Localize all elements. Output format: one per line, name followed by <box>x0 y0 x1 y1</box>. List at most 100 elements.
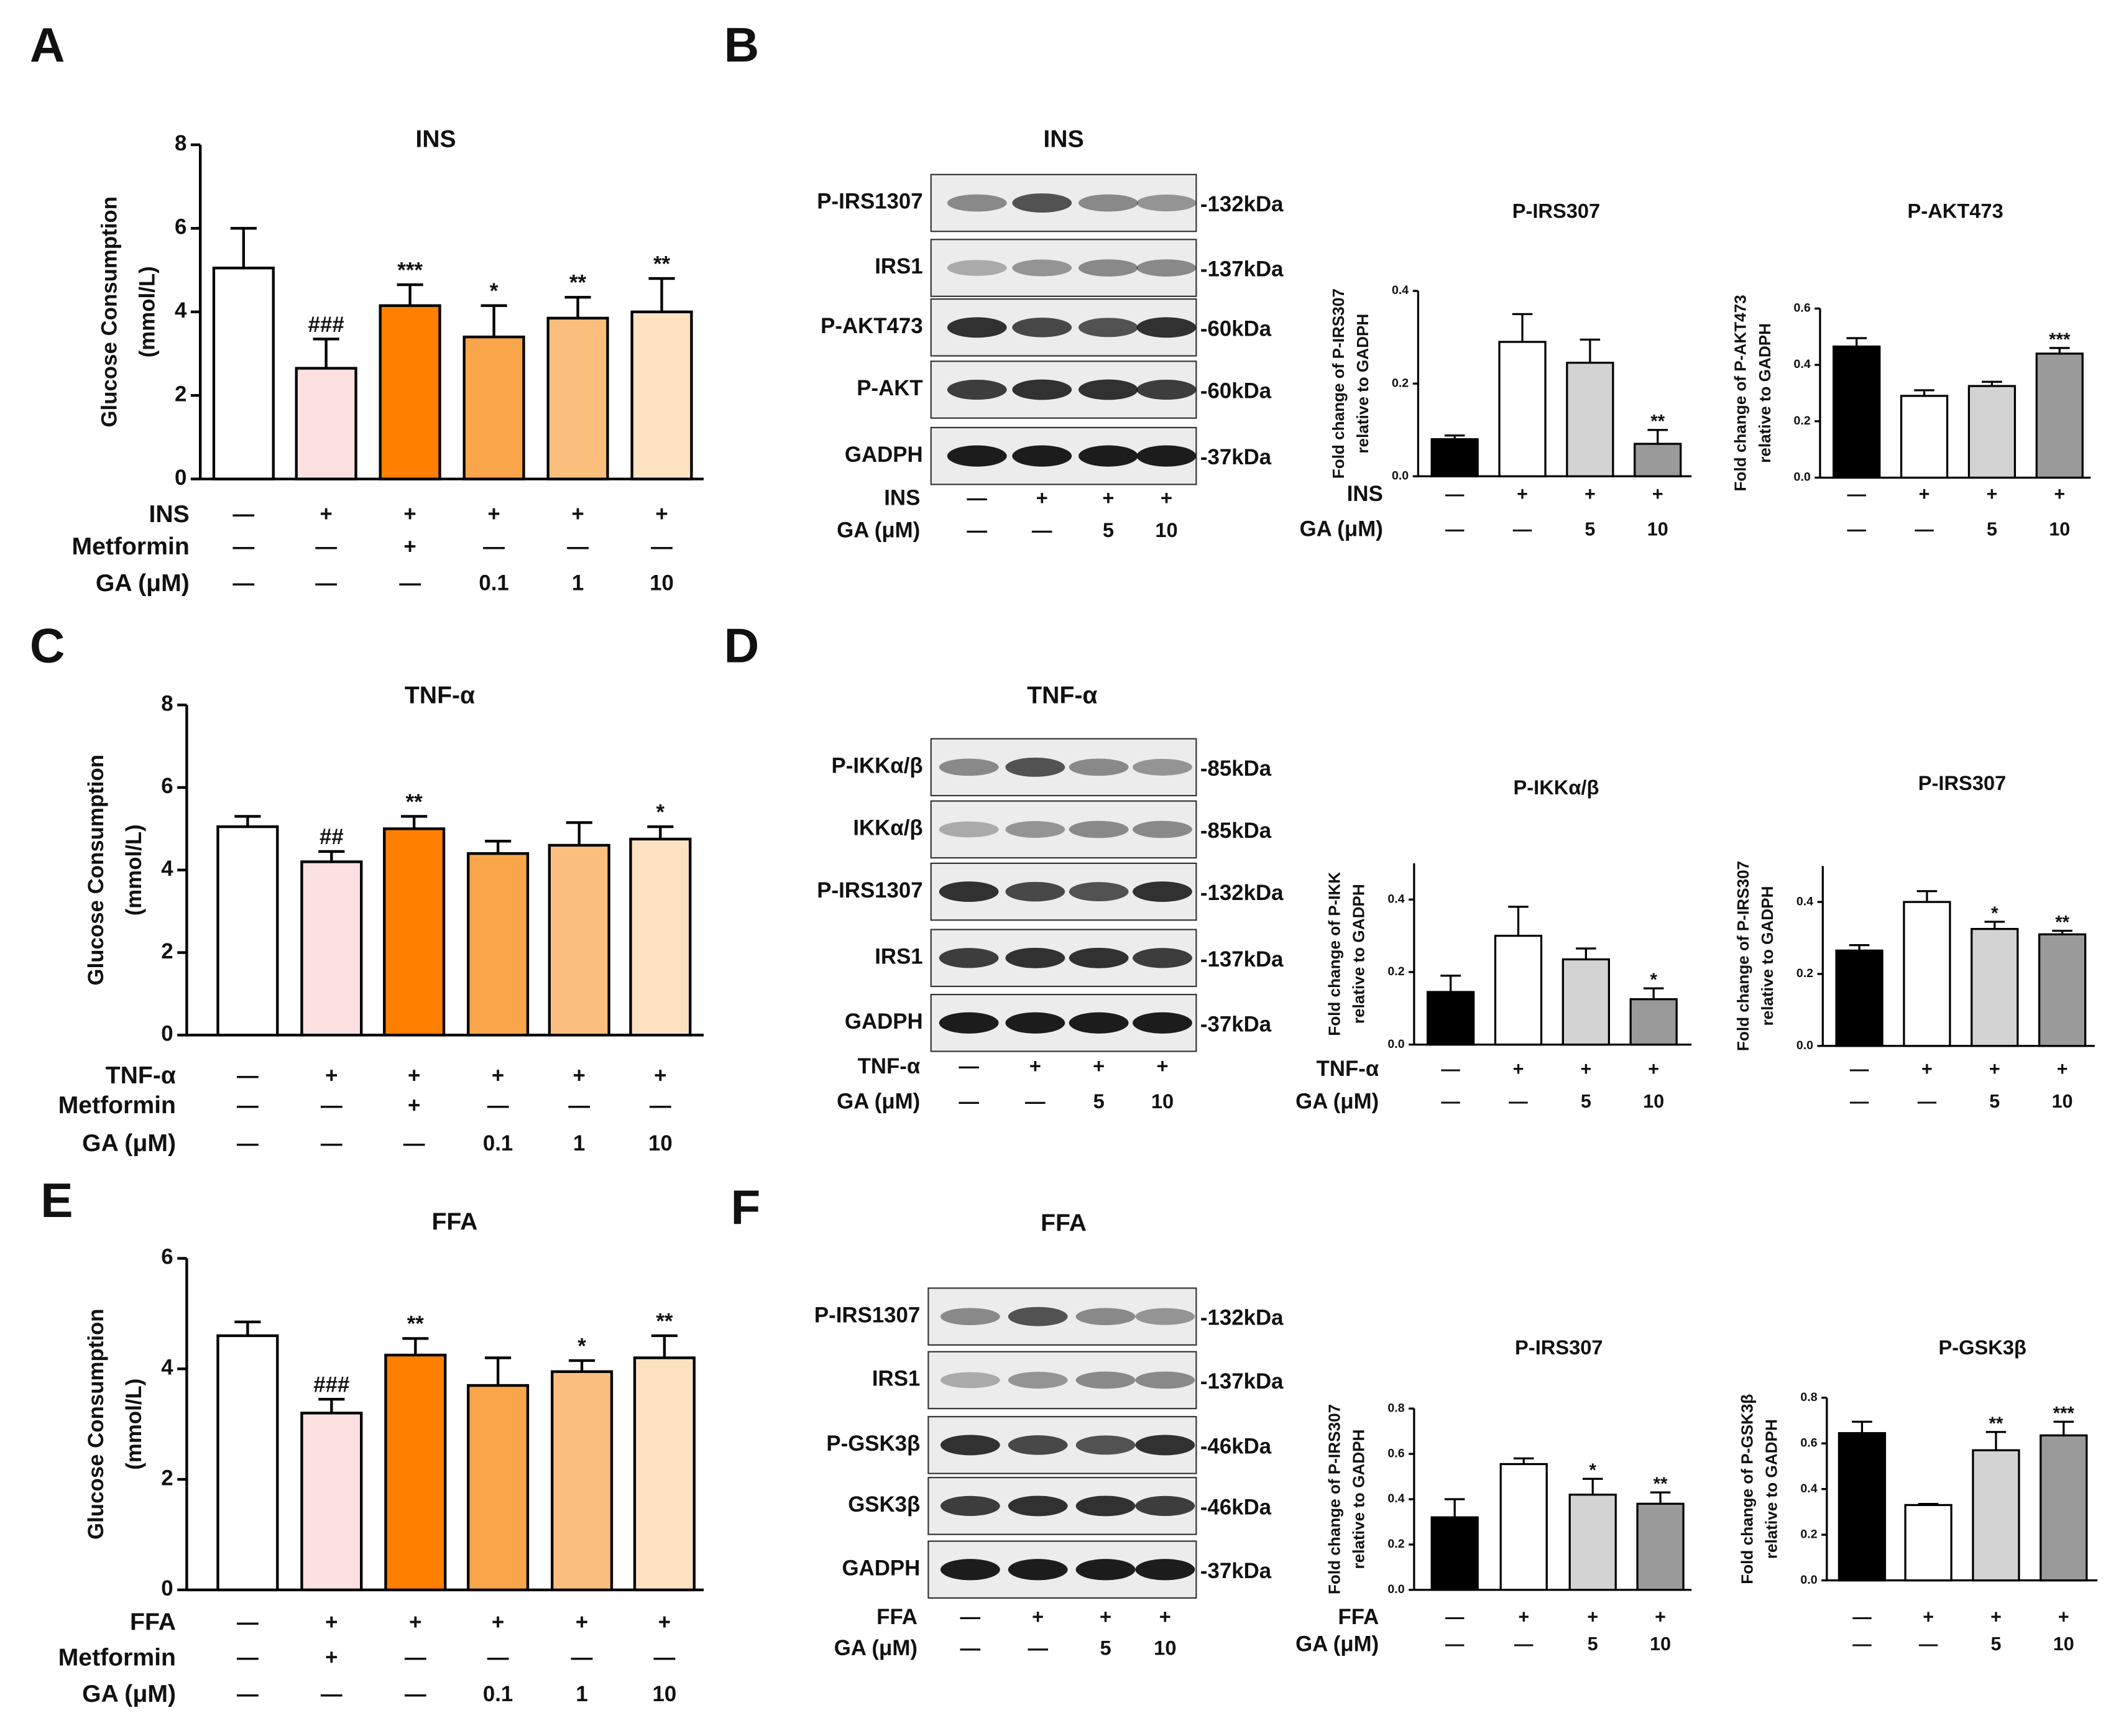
condition-value: — <box>567 535 589 559</box>
significance-label: *** <box>2053 1403 2075 1423</box>
bar <box>551 1370 614 1592</box>
blot-band <box>1005 881 1065 902</box>
y-tick-label: 6 <box>175 215 186 239</box>
blot-row-label: P-AKT <box>857 376 922 400</box>
blot-size-label: -132kDa <box>1200 1306 1284 1330</box>
blot-band <box>1135 1559 1195 1581</box>
blot-band <box>1008 1495 1068 1517</box>
condition-value: 10 <box>650 571 674 595</box>
blot-band <box>1133 820 1192 838</box>
condition-label: TNF-α <box>1317 1057 1379 1081</box>
y-axis-label: Glucose Consumption <box>84 755 108 986</box>
condition-label: INS <box>1347 482 1383 506</box>
blot-band <box>1078 259 1138 277</box>
panel-letter: D <box>724 618 760 673</box>
condition-value: + <box>1587 1607 1598 1628</box>
condition-value: + <box>409 1610 421 1635</box>
condition-value: + <box>1032 1605 1044 1628</box>
bar <box>1967 385 2017 479</box>
condition-label: Metformin <box>58 1644 176 1671</box>
blot-band <box>1069 820 1129 838</box>
condition-value: — <box>1852 1607 1872 1628</box>
condition-label: Metformin <box>71 533 189 560</box>
condition-value: + <box>1102 486 1114 509</box>
bar <box>467 1384 530 1592</box>
significance-label: * <box>577 1334 586 1358</box>
condition-value: — <box>959 1054 979 1077</box>
y-tick-label: 6 <box>161 1245 173 1269</box>
bar <box>629 837 692 1037</box>
condition-value: + <box>1584 484 1596 505</box>
blot-title: INS <box>1043 126 1083 153</box>
blot-row-label: IRS1 <box>875 944 922 968</box>
blot-band <box>1135 1308 1195 1325</box>
blot-row-label: P-AKT473 <box>821 314 923 338</box>
blot-row-label: P-IRS1307 <box>817 878 922 902</box>
condition-value: + <box>1989 1059 2000 1080</box>
blot-size-label: -132kDa <box>1200 881 1284 905</box>
bar <box>1971 927 2019 1047</box>
condition-value: — <box>651 535 673 559</box>
condition-value: + <box>1648 1059 1659 1080</box>
blot-band <box>940 1308 1000 1325</box>
condition-value: 5 <box>1588 1633 1598 1655</box>
blot-band <box>947 260 1007 276</box>
condition-value: + <box>1156 1054 1168 1077</box>
bar <box>1900 395 1949 479</box>
chart-title: P-IKKα/β <box>1514 776 1599 799</box>
significance-label: * <box>1650 970 1657 990</box>
condition-value: — <box>967 518 987 541</box>
y-axis-label: Fold change of P-GSK3β <box>1737 1394 1756 1584</box>
condition-value: — <box>237 1645 259 1669</box>
blot-band <box>1135 1495 1195 1517</box>
blot-size-label: -60kDa <box>1200 316 1272 341</box>
condition-value: — <box>237 1093 259 1118</box>
y-tick-label: 0.2 <box>1387 1537 1404 1551</box>
condition-label: Metformin <box>58 1092 176 1119</box>
condition-value: + <box>1513 1059 1524 1080</box>
bar <box>216 1334 279 1592</box>
condition-label: GA (μM) <box>96 570 190 597</box>
blot-row-label: GADPH <box>845 443 923 467</box>
significance-label: * <box>1991 903 1998 924</box>
condition-label: GA (μM) <box>837 1089 920 1113</box>
condition-value: — <box>1032 518 1052 541</box>
blot-band <box>1069 947 1129 968</box>
y-tick-label: 0.2 <box>1800 1527 1817 1541</box>
condition-label: INS <box>884 485 920 510</box>
condition-value: — <box>403 1131 425 1155</box>
condition-value: — <box>399 571 421 595</box>
y-tick-label: 6 <box>161 774 173 798</box>
chart-title: TNF-α <box>405 682 475 709</box>
y-axis-label: Fold change of P-IRS307 <box>1734 861 1752 1051</box>
condition-value: — <box>1445 484 1465 505</box>
condition-value: — <box>1445 1633 1465 1655</box>
condition-value: — <box>1847 518 1867 540</box>
y-axis-label: Fold change of P-IKK <box>1325 872 1344 1036</box>
blot-band <box>940 1559 1000 1581</box>
condition-value: 10 <box>1151 1090 1174 1113</box>
condition-value: — <box>1918 1091 1937 1112</box>
condition-value: — <box>237 1131 259 1155</box>
condition-value: — <box>959 1090 979 1113</box>
y-tick-label: 0.6 <box>1800 1436 1817 1449</box>
condition-value: — <box>405 1645 426 1669</box>
y-axis-label: relative to GADPH <box>1755 323 1774 463</box>
y-tick-label: 0.8 <box>1387 1401 1404 1415</box>
y-tick-label: 0.8 <box>1800 1390 1817 1404</box>
condition-label: GA (μM) <box>837 518 920 543</box>
y-tick-label: 0.2 <box>1387 965 1404 978</box>
condition-value: — <box>1847 484 1867 505</box>
condition-value: — <box>1025 1090 1046 1113</box>
condition-value: + <box>1161 486 1172 509</box>
condition-value: — <box>1513 518 1532 540</box>
chart-title: INS <box>415 126 456 153</box>
y-tick-label: 0.4 <box>1800 1482 1817 1495</box>
condition-value: 5 <box>1989 1091 2000 1112</box>
bar <box>630 310 693 480</box>
significance-label: ### <box>308 313 344 337</box>
blot-band <box>1136 195 1197 212</box>
condition-value: + <box>1517 484 1528 505</box>
chart-title: P-IRS307 <box>1918 771 2007 794</box>
